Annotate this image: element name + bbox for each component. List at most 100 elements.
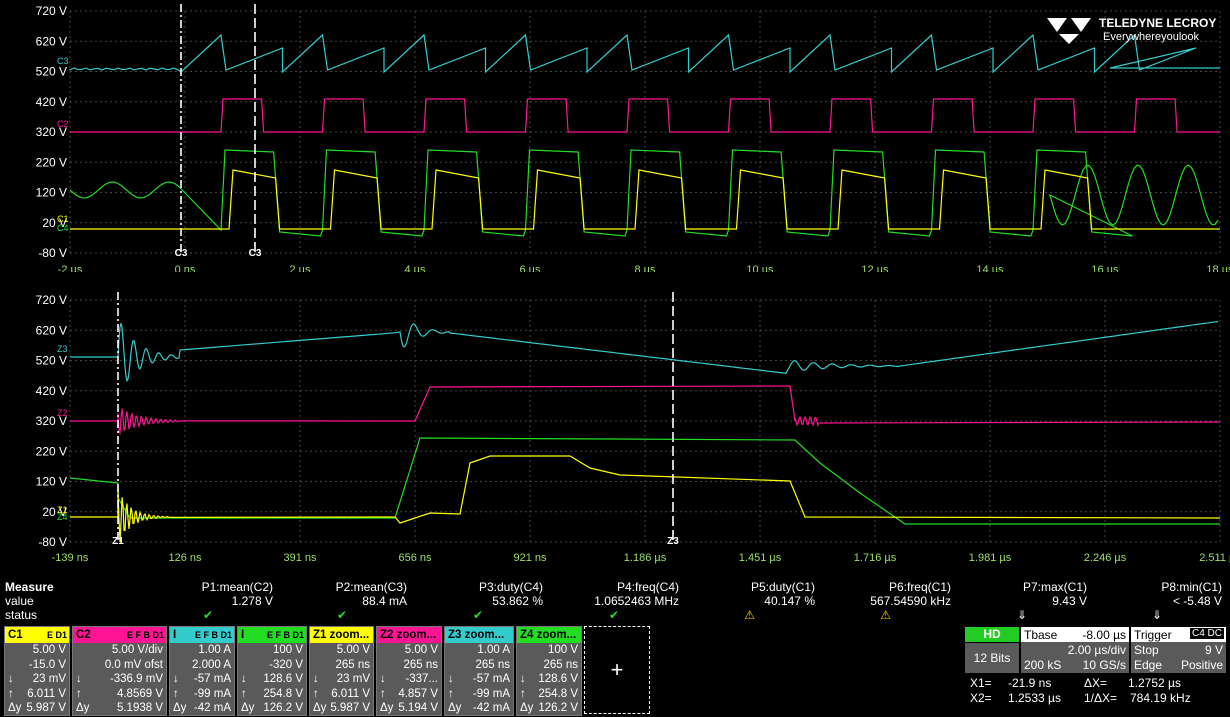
status-row-label: status — [5, 608, 38, 622]
channel-readout-line: ↓ -57 mA — [445, 672, 513, 687]
channel-readout-line: ↓ -336.9 mV — [73, 672, 166, 687]
readout-value: 5.00 V — [404, 644, 438, 656]
readout-value: 1.00 A — [477, 644, 510, 656]
channel-readout-line: Δy 5.987 V — [310, 701, 373, 716]
measure-param-value: 1.0652463 MHz — [594, 594, 679, 608]
trigger-source-badge: C4 DC — [1189, 628, 1224, 639]
readout-symbol: Δy — [241, 702, 255, 714]
x-tick-label: 6 µs — [519, 264, 541, 272]
status-down-icon: ⇓ — [1151, 608, 1162, 622]
readout-value: -57 mA — [472, 673, 510, 685]
readout-value: -42 mA — [193, 702, 231, 714]
dx-value: 1.2752 µs — [1128, 676, 1181, 690]
channel-descriptor[interactable]: C2 E F B D1 5.00 V/div 0.0 mV ofst ↓ -336.9 m… — [72, 626, 167, 716]
channel-readout-line: ↓ 128.6 V — [238, 672, 306, 687]
readout-symbol: ↑ — [241, 687, 247, 700]
x-tick-label: 8 µs — [634, 264, 656, 272]
y-tick-label: 720 V — [36, 4, 67, 18]
channel-header: I E F B D1 — [238, 627, 306, 643]
readout-value: 23 mV — [336, 673, 370, 685]
c2-trace — [70, 98, 1220, 133]
x-tick-label: 1.981 µs — [969, 552, 1012, 564]
channel-readout-line: 5.00 V — [5, 643, 69, 658]
channel-descriptor[interactable]: C1 E D1 5.00 V -15.0 V ↓ 23 mV ↑ 6.011 V Δy 5.987… — [4, 626, 70, 716]
channel-flags: E F B D1 — [126, 630, 164, 640]
trace-tag: C1 — [57, 214, 69, 224]
x2-label: X2= — [970, 691, 992, 705]
trace-tag: Z4 — [57, 512, 68, 522]
status-down-icon: ⇓ — [1016, 608, 1027, 622]
trigger-panel[interactable]: Trigger C4 DC Stop 9 V Edge Positive — [1131, 627, 1226, 673]
readout-symbol: Δy — [380, 702, 394, 714]
channel-descriptor[interactable]: Z1 zoom... 5.00 V 265 ns ↓ 23 mV ↑ 6.011 V Δy 5.… — [309, 626, 374, 716]
timebase-panel[interactable]: Tbase -8.00 µs 2.00 µs/div 200 kS 10 GS/… — [1021, 627, 1129, 673]
measure-param-name[interactable]: P5:duty(C1) — [750, 580, 815, 594]
readout-value: 1.00 A — [198, 644, 231, 656]
x-tick-label: 2.246 µs — [1084, 552, 1127, 564]
channel-id: Z1 zoom... — [313, 629, 370, 641]
channel-descriptor[interactable]: I E F B D1 1.00 A 2.000 A ↓ -57 mA ↑ -99 mA Δy -4… — [169, 626, 235, 716]
z3-trace — [70, 320, 1219, 383]
channel-descriptor[interactable]: Z3 zoom... 1.00 A 265 ns ↓ -57 mA ↑ -99 mA Δy -4… — [444, 626, 514, 716]
measure-param-name[interactable]: P4:freq(C4) — [616, 580, 679, 594]
trace-tag: Z2 — [57, 408, 68, 418]
readout-symbol: Δy — [8, 702, 22, 714]
readout-value: 265 ns — [475, 658, 510, 671]
readout-symbol: Δy — [173, 702, 187, 714]
measure-param-name[interactable]: P7:max(C1) — [1022, 580, 1087, 594]
channel-descriptor[interactable]: Z4 zoom... 100 V 265 ns ↓ 128.6 V ↑ 254.8 V Δy 1… — [516, 626, 582, 716]
channel-descriptor[interactable]: I E F B D1 100 V -320 V ↓ 128.6 V ↑ 254.8 V Δy 12… — [237, 626, 307, 716]
readout-value: 265 ns — [403, 658, 438, 671]
measure-param-name[interactable]: P1:mean(C2) — [201, 580, 273, 594]
zoom-waveform-grid[interactable]: Z1 Z3 720 V 620 V 520 V 420 V 320 V 220 V 120 V… — [0, 288, 1230, 580]
channel-header: Z4 zoom... — [517, 627, 581, 643]
readout-value: 254.8 V — [263, 687, 303, 700]
y-tick-label: 20 V — [42, 216, 67, 230]
channel-readout-line: Δy 5.987 V — [5, 701, 69, 716]
readout-value: -57 mA — [193, 673, 231, 685]
readout-value: 5.00 V/div — [111, 644, 163, 656]
measure-param-name[interactable]: P3:duty(C4) — [478, 580, 543, 594]
y-tick-label: 220 V — [36, 444, 67, 458]
y-tick-label: 520 V — [36, 354, 67, 368]
top-waveform-grid[interactable]: C3 C3 720 V 620 V 520 V 420 V 320 V 220 V 120 V… — [0, 0, 1230, 272]
channel-readout-line: ↓ -337... — [377, 672, 441, 687]
readout-value: 265 ns — [335, 658, 370, 671]
readout-value: 265 ns — [543, 658, 578, 671]
x-tick-label: 1.716 µs — [854, 552, 897, 564]
channel-readout-line: 100 V — [238, 643, 306, 658]
readout-value: 2.000 A — [191, 658, 231, 671]
readout-symbol: ↓ — [448, 673, 454, 685]
add-channel-button[interactable]: + — [584, 626, 650, 714]
measure-param-value: 53.862 % — [492, 594, 543, 608]
readout-value: 100 V — [272, 644, 303, 656]
x-tick-label: 391 ns — [283, 552, 317, 564]
y-tick-label: 20 V — [42, 505, 67, 519]
readout-symbol: ↓ — [173, 673, 179, 685]
readout-value: -320 V — [269, 658, 303, 671]
trigger-level: 9 V — [1204, 643, 1223, 657]
readout-value: 4.857 V — [398, 687, 438, 700]
channel-id: Z2 zoom... — [380, 629, 437, 641]
channel-readout-line: 265 ns — [445, 658, 513, 673]
channel-flags: E F B D1 — [266, 630, 304, 640]
channel-readout-line: 0.0 mV ofst — [73, 658, 166, 673]
x-tick-label: 656 ns — [398, 552, 432, 564]
channel-readout-line: ↑ -99 mA — [445, 687, 513, 702]
readout-value: -99 mA — [472, 687, 510, 700]
readout-value: -15.0 V — [28, 658, 66, 671]
hd-badge[interactable]: HD — [965, 627, 1019, 642]
channel-id: Z3 zoom... — [448, 629, 505, 641]
c1-trace — [70, 169, 1220, 230]
measure-table[interactable]: Measure value status P1:mean(C2) 1.278 V ✔… — [0, 580, 1230, 624]
y-tick-label: 420 V — [36, 95, 67, 109]
channel-readout-line: ↑ -99 mA — [170, 687, 234, 702]
trace-tag: Z1 — [57, 505, 68, 515]
trace-tag: C3 — [57, 56, 69, 66]
measure-param-name[interactable]: P2:mean(C3) — [335, 580, 407, 594]
readout-value: 23 mV — [32, 673, 66, 685]
readout-value: 5.194 V — [398, 702, 438, 714]
channel-descriptor[interactable]: Z2 zoom... 5.00 V 265 ns ↓ -337... ↑ 4.857 V Δy… — [376, 626, 442, 716]
measure-param-name[interactable]: P6:freq(C1) — [888, 580, 951, 594]
measure-param-name[interactable]: P8:min(C1) — [1161, 580, 1222, 594]
